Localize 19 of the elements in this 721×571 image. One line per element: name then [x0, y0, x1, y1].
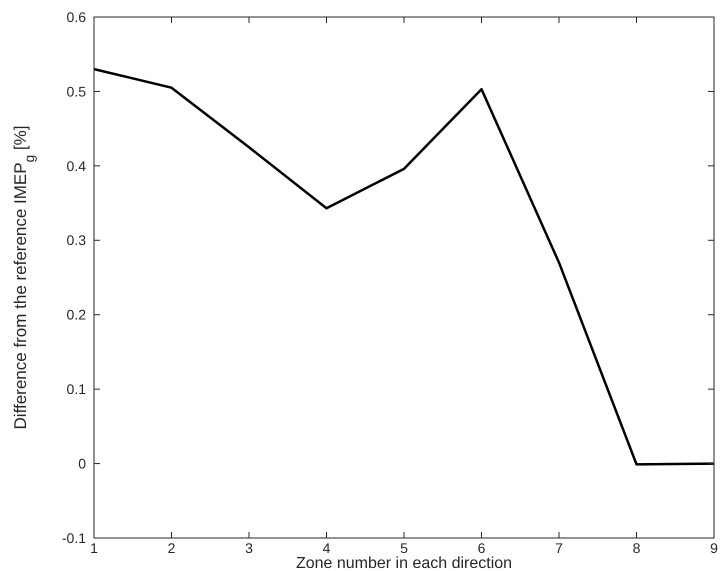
x-tick-label: 6 [478, 540, 486, 556]
x-tick-label: 8 [632, 540, 641, 556]
x-tick-label: 3 [245, 540, 254, 556]
y-tick-label: 0 [78, 455, 86, 472]
line-series [92, 68, 716, 466]
y-tick-label: 0.1 [66, 381, 86, 398]
x-tick-label: 5 [400, 540, 408, 556]
y-tick-label: 0.2 [66, 306, 86, 323]
x-tick-label: 7 [555, 540, 564, 556]
y-tick-label: 0.6 [66, 8, 86, 25]
y-tick-label: 0.3 [66, 232, 86, 248]
y-tick-label: -0.1 [62, 530, 86, 546]
y-tick-label: 0.4 [66, 158, 86, 174]
x-tick-label: 1 [90, 540, 98, 556]
y-tick-label: 0.5 [66, 83, 86, 100]
x-tick-label: 4 [322, 540, 331, 556]
x-tick-label: 9 [710, 540, 718, 556]
x-axis-title: Zone number in each direction [296, 555, 512, 571]
x-tick-label: 2 [168, 540, 176, 556]
